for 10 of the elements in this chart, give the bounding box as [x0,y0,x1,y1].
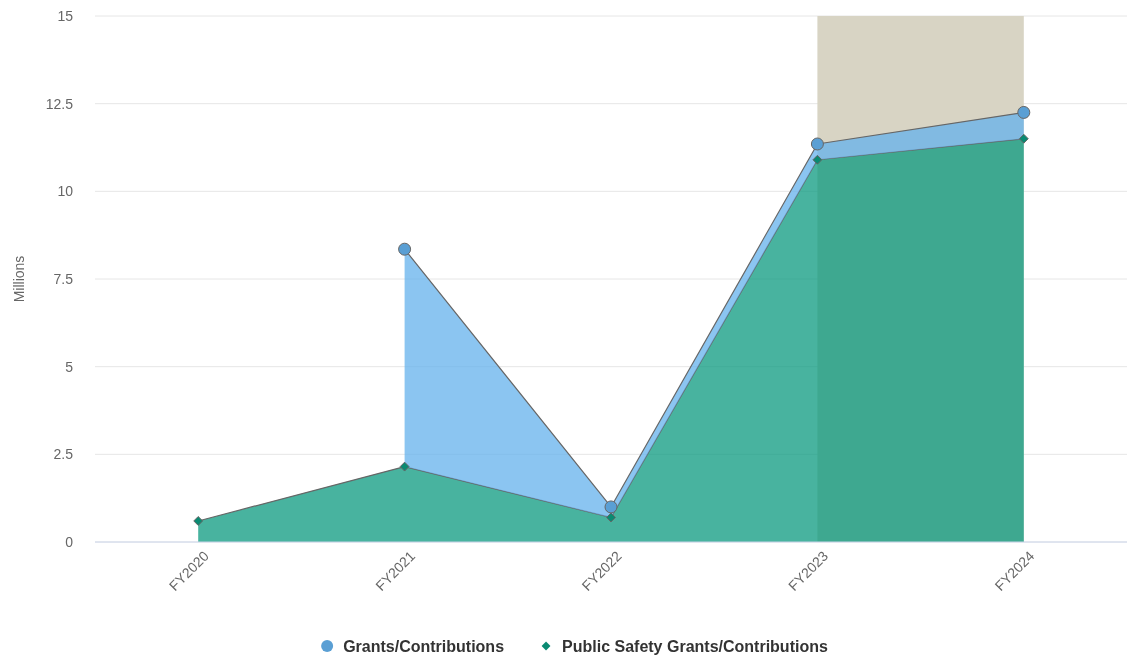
y-axis-title: Millions [11,255,27,303]
y-tick-label: 7.5 [53,270,74,287]
legend-label: Grants/Contributions [343,638,505,655]
y-tick-label: 10 [57,183,74,200]
legend-label: Public Safety Grants/Contributions [562,638,828,655]
y-tick-label: 0 [65,533,74,550]
y-tick-label: 5 [65,358,74,375]
y-tick-label: 2.5 [53,446,74,463]
y-tick-label: 15 [57,7,74,24]
y-tick-label: 12.5 [45,95,74,112]
